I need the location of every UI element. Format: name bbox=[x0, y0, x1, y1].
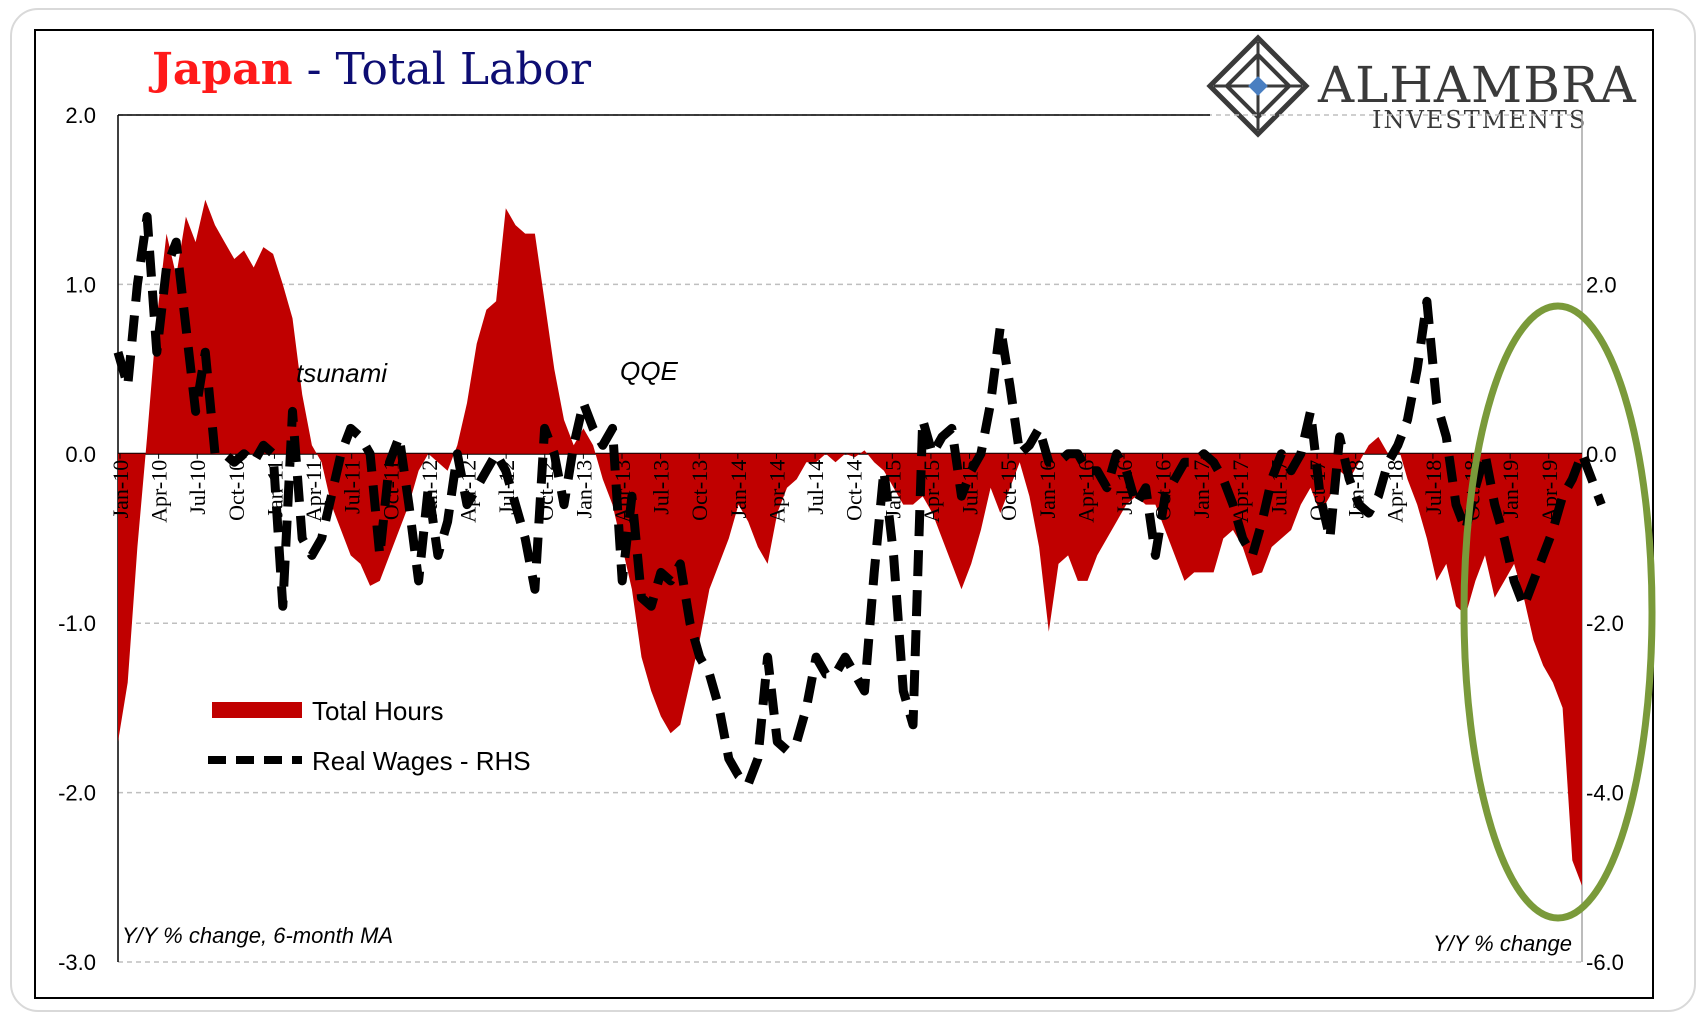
x-tick-label: Jul-13 bbox=[649, 460, 674, 515]
alhambra-logo: ALHAMBRA INVESTMENTS bbox=[1206, 34, 1637, 138]
outer-frame bbox=[10, 8, 1696, 1012]
x-tick-label: Apr-13 bbox=[610, 460, 635, 523]
note-right: Y/Y % change bbox=[1433, 931, 1572, 956]
x-tick-label: Jul-18 bbox=[1421, 460, 1446, 515]
x-tick-label: Jan-10 bbox=[108, 460, 133, 519]
annotation-tsunami: tsunami bbox=[296, 358, 388, 388]
diamond-lattice-icon bbox=[1206, 34, 1310, 138]
x-tick-label: Oct-14 bbox=[842, 460, 867, 521]
x-tick-label: Jul-16 bbox=[1112, 460, 1137, 515]
x-tick-label: Oct-12 bbox=[533, 460, 558, 521]
logo-name: ALHAMBRA bbox=[1317, 56, 1637, 114]
title-part1: Japan bbox=[148, 44, 293, 95]
x-tick-label: Jan-13 bbox=[571, 460, 596, 519]
x-tick-label: Apr-17 bbox=[1228, 460, 1253, 523]
y-left-tick-label: -1.0 bbox=[58, 611, 96, 636]
x-tick-label: Jan-19 bbox=[1498, 460, 1523, 519]
x-tick-label: Jan-15 bbox=[880, 460, 905, 519]
x-tick-label: Apr-16 bbox=[1073, 460, 1098, 523]
y-left-tick-label: -3.0 bbox=[58, 950, 96, 975]
y-left-tick-label: -2.0 bbox=[58, 781, 96, 806]
x-tick-label: Jul-15 bbox=[958, 460, 983, 515]
x-tick-label: Jan-17 bbox=[1189, 460, 1214, 519]
real-wages-line bbox=[113, 212, 1606, 789]
plot-border bbox=[34, 29, 1654, 999]
x-tick-label: Jul-17 bbox=[1267, 460, 1292, 515]
logo-sub: INVESTMENTS bbox=[1372, 106, 1587, 134]
total-hours-area-path bbox=[118, 199, 1582, 886]
y-left-tick-label: 0.0 bbox=[65, 442, 96, 467]
x-tick-label: Jul-14 bbox=[803, 460, 828, 515]
total-hours-area bbox=[118, 199, 1582, 886]
x-tick-label: Apr-14 bbox=[765, 460, 790, 523]
x-tick-label: Apr-19 bbox=[1537, 460, 1562, 523]
x-tick-label: Jul-10 bbox=[185, 460, 210, 515]
x-tick-label: Jan-11 bbox=[263, 460, 288, 518]
x-tick-label: Jan-18 bbox=[1344, 460, 1369, 519]
legend-label-total-hours: Total Hours bbox=[312, 696, 444, 726]
x-tick-label: Jan-16 bbox=[1035, 460, 1060, 519]
x-tick-label: Oct-10 bbox=[224, 460, 249, 521]
y-left-tick-label: 2.0 bbox=[65, 103, 96, 128]
x-tick-label: Apr-11 bbox=[301, 460, 326, 522]
x-tick-label: Oct-17 bbox=[1305, 460, 1330, 521]
note-left: Y/Y % change, 6-month MA bbox=[122, 923, 393, 948]
y-right-tick-label: -6.0 bbox=[1586, 950, 1624, 975]
x-tick-label: Apr-18 bbox=[1382, 460, 1407, 523]
y-axis-left-ticks: 2.0 1.0 0.0 -1.0 -2.0 -3.0 bbox=[58, 103, 96, 975]
x-tick-label: Oct-15 bbox=[996, 460, 1021, 521]
y-right-tick-label: -2.0 bbox=[1586, 611, 1624, 636]
annotation-qqe: QQE bbox=[620, 356, 678, 386]
real-wages-path bbox=[113, 212, 1606, 789]
y-right-tick-label: 2.0 bbox=[1586, 272, 1617, 297]
legend: Total Hours Real Wages - RHS bbox=[208, 696, 531, 776]
gridlines bbox=[118, 114, 1582, 963]
title-part2: Total Labor bbox=[335, 44, 592, 95]
x-tick-label: Apr-12 bbox=[456, 460, 481, 523]
y-axis-right-ticks: 2.0 0.0 -2.0 -4.0 -6.0 bbox=[1586, 272, 1624, 975]
x-tick-label: Oct-16 bbox=[1151, 460, 1176, 521]
y-left-tick-label: 1.0 bbox=[65, 272, 96, 297]
axes bbox=[117, 114, 1583, 962]
x-tick-label: Jul-11 bbox=[340, 460, 365, 514]
x-axis-ticks: Jan-10 Apr-10 Jul-10 Oct-10 Jan-11 Apr-11 Jul-… bbox=[108, 453, 1562, 523]
y-right-tick-label: -4.0 bbox=[1586, 781, 1624, 806]
x-tick-label: Jul-12 bbox=[494, 460, 519, 515]
x-tick-label: Oct-13 bbox=[687, 460, 712, 521]
x-tick-label: Apr-10 bbox=[147, 460, 172, 523]
x-tick-label: Apr-15 bbox=[919, 460, 944, 523]
legend-label-real-wages: Real Wages - RHS bbox=[312, 746, 531, 776]
highlight-ellipse bbox=[1460, 302, 1656, 922]
legend-swatch-total-hours bbox=[212, 702, 302, 718]
y-right-tick-label: 0.0 bbox=[1586, 442, 1617, 467]
x-tick-label: Jan-14 bbox=[726, 460, 751, 519]
chart-title: Japan - Total Labor bbox=[148, 44, 592, 95]
title-separator: - bbox=[293, 44, 336, 95]
x-tick-label: Jan-12 bbox=[417, 460, 442, 519]
x-tick-label: Oct-11 bbox=[378, 460, 403, 520]
